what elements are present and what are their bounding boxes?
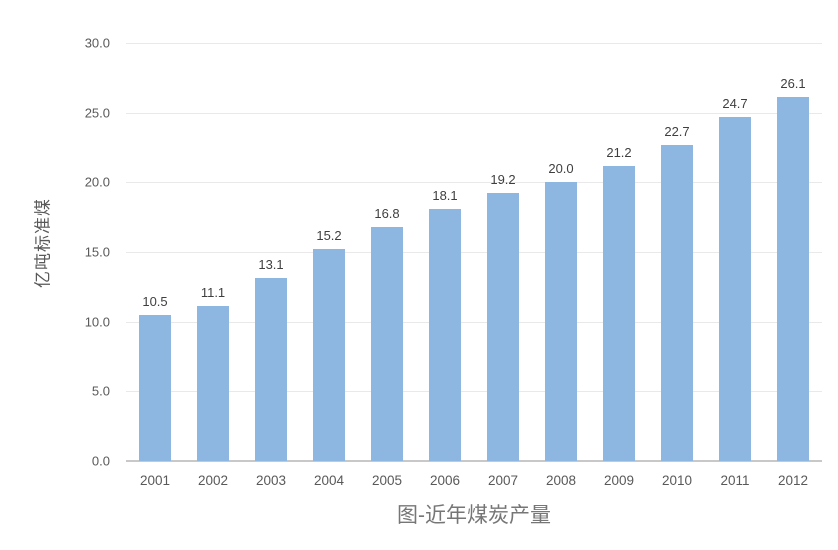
bar-slot: 19.2	[474, 43, 532, 461]
x-tick-label: 2008	[545, 473, 577, 488]
x-tick-label: 2009	[603, 473, 635, 488]
bar-slot: 26.1	[764, 43, 822, 461]
x-tick-label: 2011	[720, 473, 750, 488]
bar	[313, 249, 345, 461]
y-tick-label: 5.0	[91, 383, 110, 399]
bar-value-label: 26.1	[780, 76, 806, 92]
bar	[371, 226, 403, 461]
x-tick-label: 2012	[777, 473, 809, 488]
bar-slot: 13.1	[242, 43, 300, 461]
bar	[719, 116, 751, 461]
bar	[429, 208, 461, 461]
bar-value-label: 11.1	[200, 285, 226, 301]
x-tick-label: 2003	[255, 473, 287, 488]
gridline	[126, 391, 822, 393]
x-tick-label: 2006	[429, 473, 461, 488]
bar-slot: 11.1	[184, 43, 242, 461]
y-axis-title: 亿吨标准煤	[33, 198, 53, 288]
bar	[255, 278, 287, 461]
bar-value-label: 21.2	[606, 144, 632, 160]
bar-value-label: 22.7	[664, 123, 690, 139]
bar	[487, 193, 519, 461]
bar-value-label: 15.2	[316, 228, 342, 244]
bar-slot: 18.1	[416, 43, 474, 461]
chart-title: 图-近年煤炭产量	[397, 504, 551, 527]
x-tick-label: 2005	[371, 473, 403, 488]
bar-slot: 10.5	[126, 43, 184, 461]
x-tick-label: 2002	[197, 473, 229, 488]
bar	[603, 165, 635, 461]
bar	[197, 306, 229, 461]
bar-slot: 22.7	[648, 43, 706, 461]
bar	[661, 144, 693, 461]
y-tick-label: 25.0	[84, 105, 110, 121]
y-tick-label: 15.0	[84, 244, 110, 260]
x-tick-label: 2010	[661, 473, 693, 488]
y-tick-label: 30.0	[84, 35, 110, 51]
gridline	[126, 182, 822, 184]
bar-value-label: 13.1	[258, 257, 284, 273]
bar-value-label: 18.1	[432, 187, 458, 203]
y-tick-label: 20.0	[84, 174, 110, 190]
y-tick-label: 0.0	[91, 453, 110, 469]
gridline	[126, 112, 822, 114]
bar-value-label: 10.5	[142, 293, 168, 309]
bar	[545, 182, 577, 461]
x-tick-label: 2001	[139, 473, 171, 488]
bar-value-label: 20.0	[548, 161, 574, 177]
bar	[139, 314, 171, 461]
bar-value-label: 24.7	[722, 95, 748, 111]
bar-value-label: 19.2	[490, 172, 516, 188]
bar-slot: 20.0	[532, 43, 590, 461]
y-tick-label: 10.0	[84, 314, 110, 330]
bar-slot: 15.2	[300, 43, 358, 461]
plot-area: 10.5 11.1 13.1 15.2 16.8 18.1 19.2 20.0 21.2 22.7…	[126, 43, 822, 462]
gridline	[126, 43, 822, 44]
bar	[777, 97, 809, 461]
x-tick-label: 2007	[487, 473, 519, 488]
bar-value-label: 16.8	[374, 205, 400, 221]
gridline	[126, 321, 822, 323]
x-axis-line	[126, 460, 822, 462]
bar-slot: 21.2	[590, 43, 648, 461]
x-tick-label: 2004	[313, 473, 345, 488]
bar-slot: 24.7	[706, 43, 764, 461]
gridline	[126, 252, 822, 253]
bar-slot: 16.8	[358, 43, 416, 461]
